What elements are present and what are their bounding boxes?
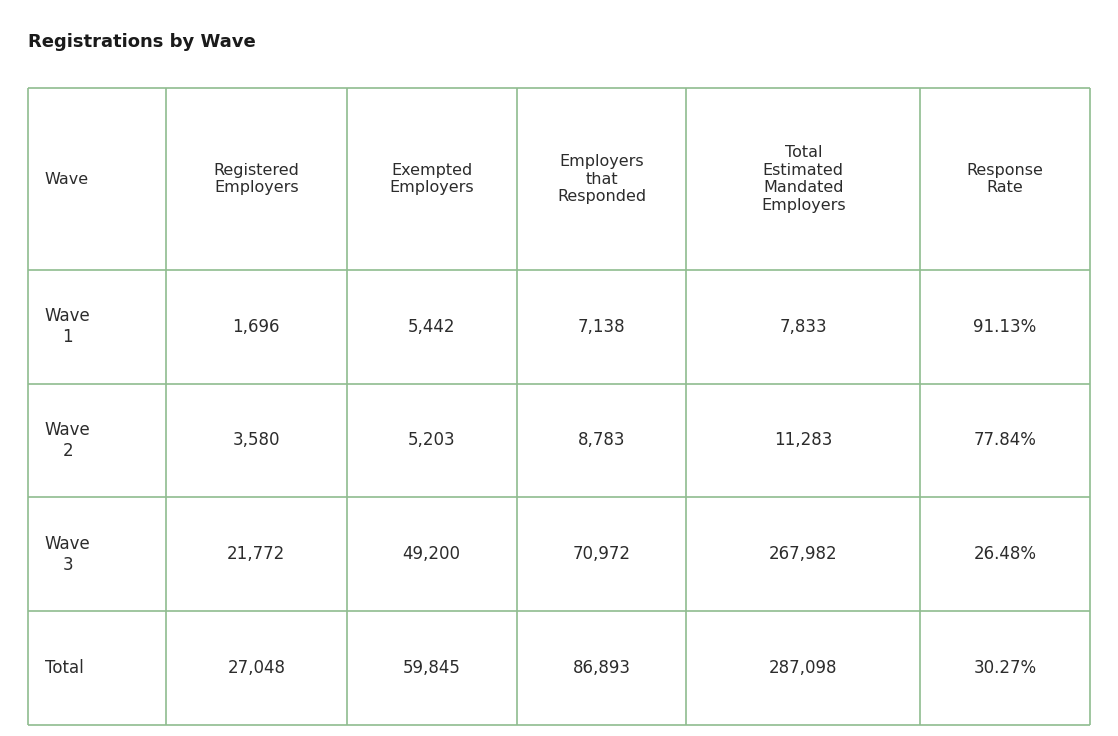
Text: 5,442: 5,442 (408, 318, 455, 336)
Text: Employers
that
Responded: Employers that Responded (557, 154, 646, 204)
Text: 267,982: 267,982 (769, 545, 837, 563)
Text: Wave
1: Wave 1 (45, 307, 91, 346)
Text: Registered
Employers: Registered Employers (214, 163, 300, 195)
Text: Wave
3: Wave 3 (45, 535, 91, 573)
Text: Wave: Wave (45, 171, 88, 186)
Text: 287,098: 287,098 (769, 659, 837, 677)
Text: Registrations by Wave: Registrations by Wave (28, 33, 256, 51)
Text: 59,845: 59,845 (402, 659, 461, 677)
Text: 91.13%: 91.13% (974, 318, 1036, 336)
Text: Total
Estimated
Mandated
Employers: Total Estimated Mandated Employers (761, 146, 845, 213)
Text: Exempted
Employers: Exempted Employers (389, 163, 474, 195)
Text: 77.84%: 77.84% (974, 431, 1036, 450)
Text: 1,696: 1,696 (233, 318, 280, 336)
Text: 5,203: 5,203 (408, 431, 455, 450)
Text: Wave
2: Wave 2 (45, 421, 91, 460)
Text: 70,972: 70,972 (572, 545, 631, 563)
Text: Total: Total (45, 659, 84, 677)
Text: 27,048: 27,048 (227, 659, 285, 677)
Text: 49,200: 49,200 (402, 545, 461, 563)
Text: 21,772: 21,772 (227, 545, 285, 563)
Text: 3,580: 3,580 (233, 431, 280, 450)
Text: Response
Rate: Response Rate (967, 163, 1043, 195)
Text: 30.27%: 30.27% (974, 659, 1036, 677)
Text: 86,893: 86,893 (572, 659, 631, 677)
Text: 7,138: 7,138 (578, 318, 625, 336)
Text: 26.48%: 26.48% (974, 545, 1036, 563)
Text: 7,833: 7,833 (779, 318, 827, 336)
Text: 11,283: 11,283 (774, 431, 833, 450)
Text: 8,783: 8,783 (578, 431, 625, 450)
